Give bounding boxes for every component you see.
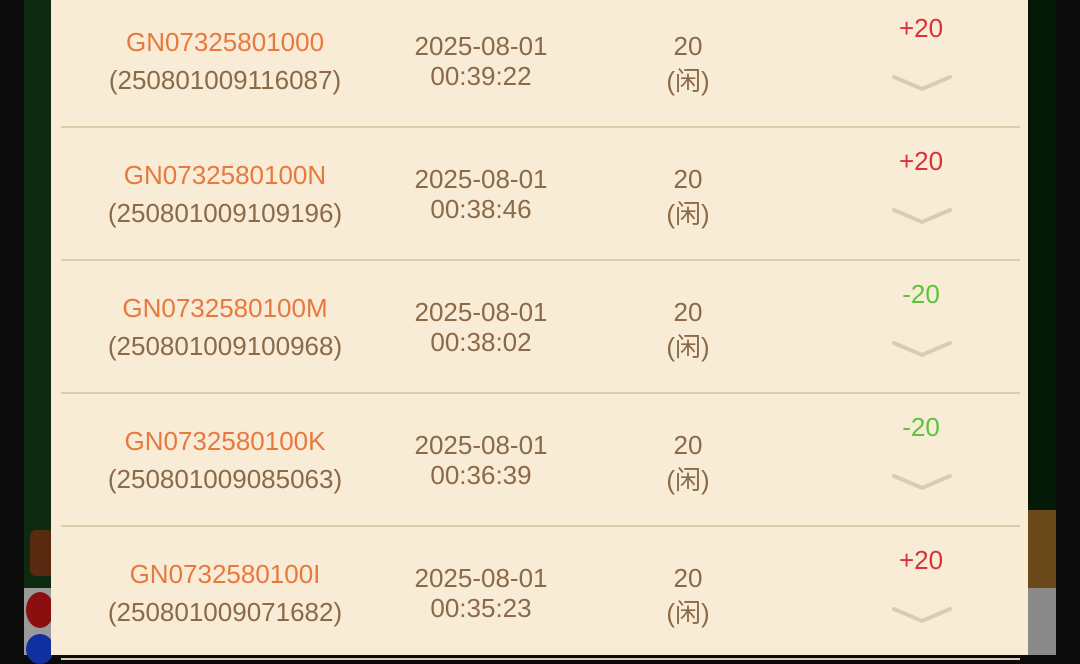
bet-side: (闲) (666, 598, 710, 628)
bet-time: 00:38:02 (430, 327, 532, 357)
bet-date: 2025-08-01 (414, 297, 548, 327)
bet-time: 00:36:39 (430, 460, 532, 490)
bet-time: 00:38:46 (430, 194, 532, 224)
result-value: +20 (898, 13, 944, 43)
bet-record-row[interactable]: GN0732580100K (250801009085063) 2025-08-… (51, 394, 1028, 527)
chevron-down-icon[interactable] (892, 605, 952, 625)
round-id: (250801009100968) (107, 331, 343, 361)
background-game-table-right (1028, 0, 1056, 510)
bet-record-row[interactable]: GN0732580100M (250801009100968) 2025-08-… (51, 261, 1028, 394)
bet-side: (闲) (666, 199, 710, 229)
order-id: GN0732580100M (122, 293, 328, 323)
bet-time: 00:39:22 (430, 61, 532, 91)
bet-record-row[interactable]: GN0732580100N (250801009109196) 2025-08-… (51, 128, 1028, 261)
bet-history-panel: GN07325801000 (250801009116087) 2025-08-… (51, 0, 1028, 660)
bet-amount: 20 (673, 297, 703, 327)
bet-amount: 20 (673, 430, 703, 460)
background-red-chip-icon (26, 592, 54, 628)
row-divider (61, 525, 1020, 527)
order-id: GN07325801000 (125, 27, 325, 57)
row-divider (61, 126, 1020, 128)
bet-record-row[interactable]: GN07325801000 (250801009116087) 2025-08-… (51, 0, 1028, 128)
round-id: (250801009085063) (107, 464, 343, 494)
chevron-down-icon[interactable] (892, 206, 952, 226)
bet-record-row[interactable]: GN0732580100I (250801009071682) 2025-08-… (51, 527, 1028, 660)
order-id: GN0732580100K (124, 426, 326, 456)
result-value: +20 (898, 545, 944, 575)
round-id: (250801009116087) (108, 65, 342, 95)
bet-date: 2025-08-01 (414, 430, 548, 460)
chevron-down-icon[interactable] (892, 472, 952, 492)
bet-date: 2025-08-01 (414, 31, 548, 61)
bet-side: (闲) (666, 66, 710, 96)
order-id: GN0732580100N (123, 160, 327, 190)
bet-side: (闲) (666, 332, 710, 362)
bet-amount: 20 (673, 31, 703, 61)
bet-amount: 20 (673, 164, 703, 194)
background-blue-chip-icon (26, 634, 54, 664)
row-divider (61, 658, 1020, 660)
bet-date: 2025-08-01 (414, 164, 548, 194)
order-id: GN0732580100I (129, 559, 321, 589)
result-value: -20 (902, 412, 940, 442)
result-value: -20 (902, 279, 940, 309)
background-badge (30, 530, 54, 576)
background-right-bottom (1028, 588, 1056, 655)
round-id: (250801009071682) (107, 597, 343, 627)
bet-date: 2025-08-01 (414, 563, 548, 593)
round-id: (250801009109196) (107, 198, 343, 228)
bet-time: 00:35:23 (430, 593, 532, 623)
result-value: +20 (898, 146, 944, 176)
chevron-down-icon[interactable] (892, 339, 952, 359)
bet-side: (闲) (666, 465, 710, 495)
bet-amount: 20 (673, 563, 703, 593)
row-divider (61, 259, 1020, 261)
chevron-down-icon[interactable] (892, 73, 952, 93)
row-divider (61, 392, 1020, 394)
background-right-bar (1028, 510, 1056, 588)
